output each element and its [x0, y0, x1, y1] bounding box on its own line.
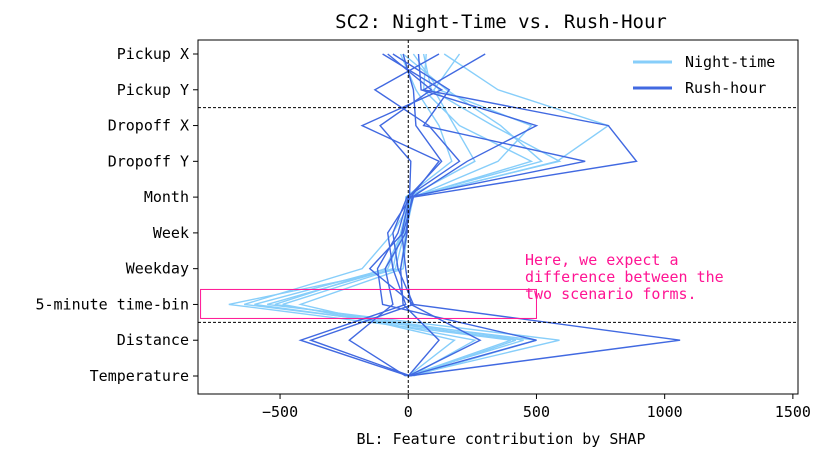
- legend: Night-time Rush-hour: [633, 53, 775, 97]
- y-tick-label: Distance: [117, 331, 189, 349]
- x-tick-label: 1500: [775, 403, 811, 421]
- series-line-rush-hour-9: [308, 53, 461, 377]
- x-tick-label: 500: [523, 403, 550, 421]
- annotation-box: [200, 288, 537, 319]
- y-tick-label: Week: [153, 224, 189, 242]
- reference-lines: [198, 40, 798, 394]
- y-tick-label: Dropoff Y: [108, 152, 189, 170]
- x-tick-label: 1000: [647, 403, 683, 421]
- annotation-text-line: Here, we expect a: [525, 251, 679, 269]
- y-tick-label: 5-minute time-bin: [35, 295, 189, 313]
- y-tick-label: Pickup X: [117, 45, 189, 63]
- x-tick-label: 0: [404, 403, 413, 421]
- y-axis: Pickup X Pickup Y Dropoff X Dropoff Y Month W…: [35, 45, 198, 385]
- y-tick-label: Month: [144, 188, 189, 206]
- y-tick-label: Temperature: [90, 367, 189, 385]
- x-axis: −500 0 500 1000 1500: [262, 394, 811, 421]
- plot-frame: [197, 39, 799, 395]
- annotation-text-line: difference between the: [525, 268, 724, 286]
- series-layer: [228, 53, 681, 377]
- annotation-text-line: two scenario forms.: [525, 285, 697, 303]
- chart-title: SC2: Night-Time vs. Rush-Hour: [335, 11, 667, 33]
- series-line-rush-hour-11: [348, 53, 539, 377]
- y-tick-label: Weekday: [126, 260, 189, 278]
- legend-label: Night-time: [685, 53, 775, 71]
- y-tick-label: Pickup Y: [117, 81, 189, 99]
- legend-label: Rush-hour: [685, 79, 766, 97]
- y-tick-label: Dropoff X: [108, 117, 189, 135]
- x-tick-label: −500: [262, 403, 298, 421]
- series-line-night-time-5: [282, 53, 477, 377]
- x-axis-label: BL: Feature contribution by SHAP: [357, 430, 646, 448]
